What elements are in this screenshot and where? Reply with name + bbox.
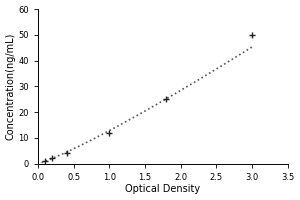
Y-axis label: Concentration(ng/mL): Concentration(ng/mL) [6, 33, 16, 140]
X-axis label: Optical Density: Optical Density [125, 184, 200, 194]
